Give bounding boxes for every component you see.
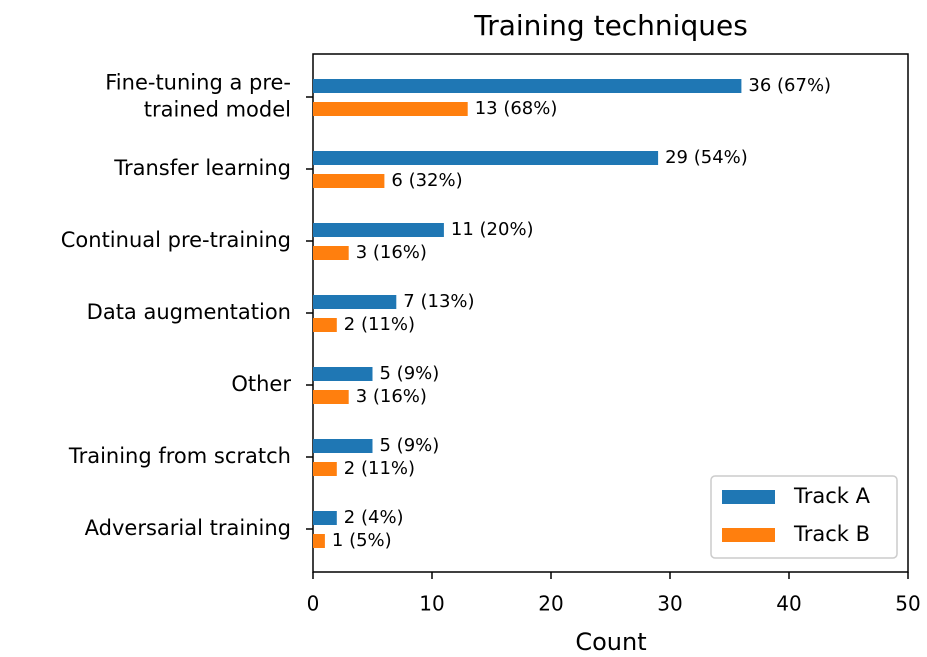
value-label: 6 (32%) <box>391 170 462 191</box>
bar <box>313 102 468 116</box>
x-tick-label: 20 <box>538 592 563 616</box>
bar <box>313 462 337 476</box>
x-tick-label: 40 <box>776 592 801 616</box>
chart-title: Training techniques <box>473 9 748 42</box>
bar <box>313 223 444 237</box>
y-tick-label: Continual pre-training <box>61 228 291 252</box>
bar <box>313 79 742 93</box>
x-tick-label: 0 <box>307 592 320 616</box>
bar <box>313 511 337 525</box>
value-label: 7 (13%) <box>403 291 474 312</box>
bar <box>313 390 349 404</box>
value-label: 2 (11%) <box>344 458 415 479</box>
value-label: 29 (54%) <box>665 147 748 168</box>
y-tick-label: Training from scratch <box>68 444 291 468</box>
bar <box>313 439 373 453</box>
value-label: 3 (16%) <box>356 386 427 407</box>
bar <box>313 151 659 165</box>
bar <box>313 367 373 381</box>
y-tick-label: Data augmentation <box>87 300 291 324</box>
bar <box>313 295 397 309</box>
value-label: 5 (9%) <box>380 435 440 456</box>
value-label: 3 (16%) <box>356 242 427 263</box>
value-label: 2 (11%) <box>344 314 415 335</box>
value-label: 5 (9%) <box>380 363 440 384</box>
x-tick-label: 10 <box>419 592 444 616</box>
value-label: 2 (4%) <box>344 507 404 528</box>
y-tick-label: Transfer learning <box>113 156 291 180</box>
legend-swatch <box>722 528 775 542</box>
legend-label: Track A <box>793 484 871 508</box>
bar <box>313 246 349 260</box>
y-tick-label: Adversarial training <box>85 516 291 540</box>
y-tick-label: Other <box>231 372 291 396</box>
legend-label: Track B <box>793 522 870 546</box>
value-label: 13 (68%) <box>475 98 558 119</box>
x-axis-label: Count <box>575 628 646 656</box>
bar <box>313 174 385 188</box>
value-label: 1 (5%) <box>332 530 392 551</box>
legend-swatch <box>722 490 775 504</box>
bar <box>313 318 337 332</box>
y-tick-label: Fine-tuning a pre-trained model <box>105 71 291 122</box>
value-label: 36 (67%) <box>748 75 831 96</box>
x-tick-label: 50 <box>895 592 920 616</box>
value-label: 11 (20%) <box>451 219 534 240</box>
bar <box>313 534 325 548</box>
x-tick-label: 30 <box>657 592 682 616</box>
